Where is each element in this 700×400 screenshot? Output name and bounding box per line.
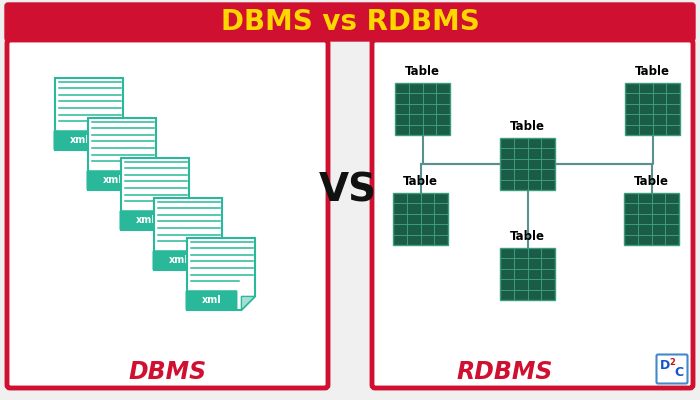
Text: C: C	[674, 366, 684, 379]
Polygon shape	[176, 216, 189, 230]
Text: DBMS: DBMS	[129, 360, 207, 384]
Text: xml: xml	[136, 215, 155, 225]
Polygon shape	[209, 256, 222, 270]
FancyBboxPatch shape	[5, 3, 695, 41]
Text: D: D	[660, 359, 670, 372]
Polygon shape	[109, 136, 123, 150]
Text: xml: xml	[69, 135, 90, 145]
Text: Table: Table	[403, 175, 438, 188]
Polygon shape	[142, 176, 156, 190]
Polygon shape	[55, 78, 123, 150]
Polygon shape	[241, 296, 255, 310]
Bar	[395, 83, 450, 135]
Text: Table: Table	[405, 65, 440, 78]
Text: VS: VS	[319, 171, 377, 209]
Text: Table: Table	[510, 230, 545, 243]
Polygon shape	[88, 118, 156, 190]
Text: xml: xml	[202, 295, 221, 305]
Text: RDBMS: RDBMS	[457, 360, 553, 384]
Polygon shape	[121, 158, 189, 230]
Text: xml: xml	[169, 255, 188, 265]
Bar	[625, 83, 680, 135]
Text: 2: 2	[669, 358, 675, 367]
Text: Table: Table	[634, 175, 669, 188]
Bar	[624, 193, 679, 245]
Polygon shape	[187, 238, 255, 310]
Text: Table: Table	[510, 120, 545, 133]
FancyBboxPatch shape	[7, 40, 328, 388]
Bar	[500, 248, 555, 300]
Polygon shape	[154, 198, 222, 270]
FancyBboxPatch shape	[87, 170, 139, 190]
Text: Table: Table	[635, 65, 670, 78]
FancyBboxPatch shape	[186, 290, 237, 310]
Bar	[500, 138, 555, 190]
FancyBboxPatch shape	[120, 210, 172, 230]
Bar	[393, 193, 448, 245]
FancyBboxPatch shape	[153, 250, 204, 270]
Text: DBMS vs RDBMS: DBMS vs RDBMS	[220, 8, 480, 36]
FancyBboxPatch shape	[657, 354, 687, 384]
FancyBboxPatch shape	[372, 40, 693, 388]
Text: xml: xml	[103, 175, 122, 185]
FancyBboxPatch shape	[53, 130, 106, 150]
